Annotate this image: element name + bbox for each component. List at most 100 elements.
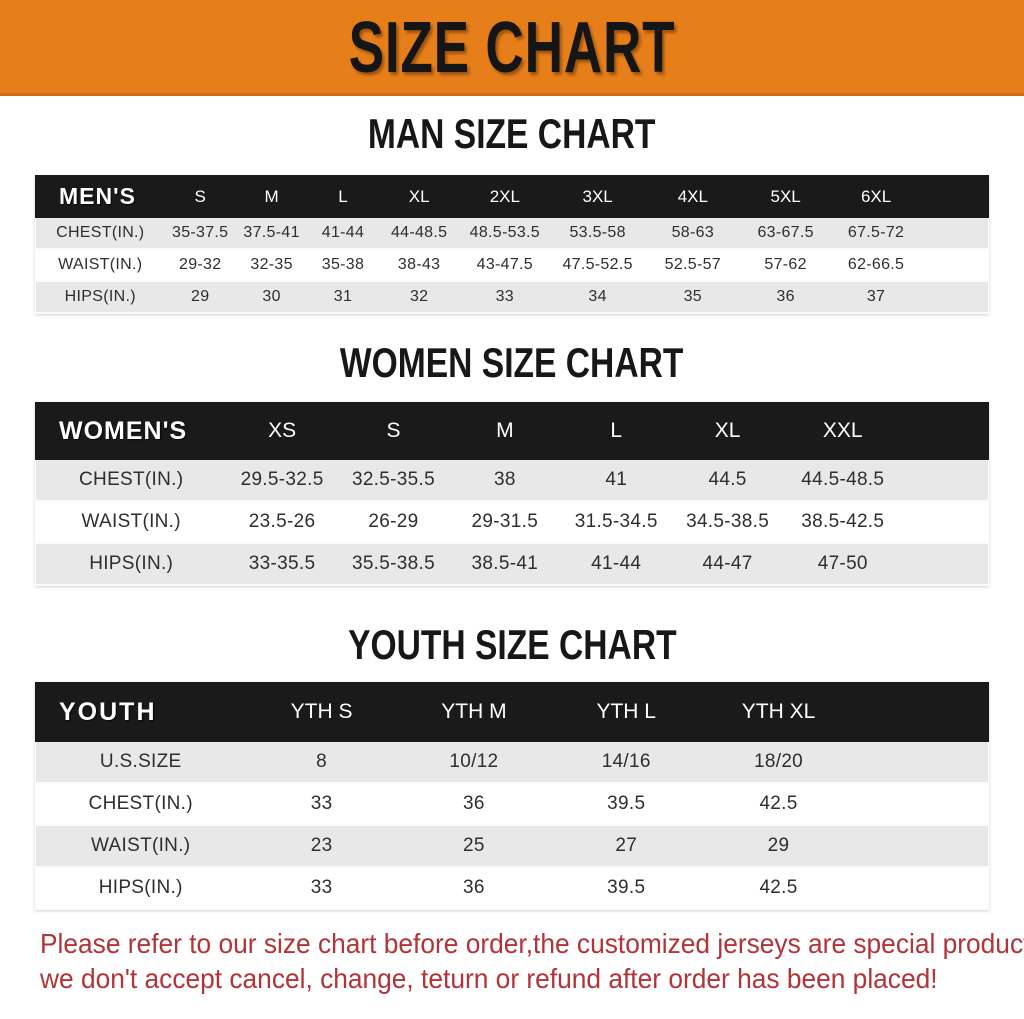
size-value-cell: 36 (463, 793, 485, 814)
size-value-cell: 33 (495, 288, 515, 305)
filler-cell (855, 741, 988, 783)
row-label: WAIST(IN.) (91, 835, 191, 856)
size-value-cell: 33-35.5 (248, 553, 316, 574)
size-value-cell: 43-47.5 (476, 256, 533, 273)
size-value-cell: 32 (409, 288, 429, 305)
size-value-cell: 47-50 (817, 553, 868, 574)
size-column-header: M (234, 175, 309, 218)
size-value-cell: 42.5 (759, 877, 798, 898)
size-value-cell: 29-32 (179, 256, 222, 273)
size-value-cell: 35-37.5 (172, 224, 229, 241)
banner: SIZE CHART (0, 0, 1024, 96)
size-value-cell: 34.5-38.5 (686, 511, 770, 532)
size-value-cell: 33 (310, 877, 333, 898)
filler-cell (855, 867, 988, 909)
row-label: WAIST(IN.) (58, 256, 143, 273)
table-header: MEN'S S M L XL 2XL 3XL 4XL 5XL 6XL (35, 175, 989, 218)
size-value-cell: 44.5-48.5 (801, 469, 885, 490)
table-row: CHEST(IN.) 35-37.5 37.5-41 41-44 44-48.5 48.5… (36, 217, 988, 249)
section-title-text: YOUTH SIZE CHART (347, 621, 677, 668)
size-column-header: M (448, 402, 562, 460)
size-value-cell: 38.5-41 (471, 553, 539, 574)
size-column-header: XS (225, 402, 339, 460)
size-value-cell: 37 (866, 288, 886, 305)
table-header-row: MEN'S S M L XL 2XL 3XL 4XL 5XL 6XL (35, 175, 989, 218)
table-row: WAIST(IN.) 23.5-26 26-29 29-31.5 31.5-34.5 34… (36, 501, 988, 543)
row-label: HIPS(IN.) (89, 553, 174, 574)
size-value-cell: 44.5 (708, 469, 747, 490)
size-value-cell: 23 (310, 835, 333, 856)
table-row: WAIST(IN.) 23 25 27 29 (36, 825, 988, 867)
filler-cell (921, 249, 988, 281)
size-value-cell: 41 (605, 469, 628, 490)
size-column-header: YTH M (396, 682, 552, 742)
size-value-cell: 35.5-38.5 (351, 553, 435, 574)
size-column-header: 3XL (549, 175, 647, 218)
row-label: HIPS(IN.) (64, 288, 136, 305)
section-youth: YOUTH SIZE CHART YOUTH YTH S YTH M YTH L YTH … (0, 622, 1024, 910)
size-column-header: XXL (782, 402, 904, 460)
table-header: YOUTH YTH S YTH M YTH L YTH XL (34, 682, 990, 742)
filler-cell (853, 682, 990, 742)
footer-notice: Please refer to our size chart before or… (40, 926, 1024, 996)
size-column-header: XL (670, 402, 785, 460)
size-value-cell: 38 (493, 469, 516, 490)
size-value-cell: 35 (683, 288, 703, 305)
notice-line-2: we don't accept cancel, change, teturn o… (40, 961, 1024, 996)
section-women: WOMEN SIZE CHART WOMEN'S XS S M L XL XXL CHEST(I… (0, 340, 1024, 586)
filler-cell (921, 281, 988, 313)
table-header: WOMEN'S XS S M L XL XXL (34, 402, 989, 460)
size-chart-sections: MAN SIZE CHART MEN'S S M L XL 2XL 3XL 4XL 5XL 6XL C… (0, 111, 1024, 910)
filler-cell (921, 217, 988, 249)
row-label: CHEST(IN.) (88, 793, 193, 814)
size-value-cell: 39.5 (607, 793, 646, 814)
filler-cell (902, 459, 988, 501)
table-row: WAIST(IN.) 29-32 32-35 35-38 38-43 43-47.5 47.… (36, 249, 988, 281)
size-value-cell: 67.5-72 (847, 224, 905, 241)
size-value-cell: 25 (463, 835, 485, 856)
size-value-cell: 42.5 (759, 793, 798, 814)
size-value-cell: 48.5-53.5 (469, 224, 540, 241)
table-header-row: YOUTH YTH S YTH M YTH L YTH XL (34, 682, 990, 742)
row-label: HIPS(IN.) (98, 877, 183, 898)
notice-line-2-text: we don't accept cancel, change, teturn o… (40, 963, 938, 994)
size-value-cell: 47.5-52.5 (562, 256, 633, 273)
size-column-header: S (163, 175, 237, 218)
row-label: CHEST(IN.) (79, 469, 184, 490)
size-value-cell: 44-47 (702, 553, 753, 574)
size-column-header: 4XL (644, 175, 742, 218)
size-value-cell: 23.5-26 (248, 511, 316, 532)
men-size-table: MEN'S S M L XL 2XL 3XL 4XL 5XL 6XL CHEST(IN.) 35-37… (35, 175, 989, 314)
size-value-cell: 29.5-32.5 (240, 469, 324, 490)
size-value-cell: 41-44 (591, 553, 642, 574)
size-value-cell: 57-62 (764, 256, 807, 273)
filler-cell (902, 501, 988, 543)
group-label: MEN'S (35, 175, 166, 218)
women-size-table: WOMEN'S XS S M L XL XXL CHEST(IN.) 29.5-32.5 32.5… (34, 402, 989, 586)
size-value-cell: 37.5-41 (243, 224, 300, 241)
size-value-cell: 35-38 (321, 256, 365, 273)
size-column-header: L (559, 402, 673, 460)
size-value-cell: 31 (333, 288, 353, 305)
size-value-cell: 29-31.5 (471, 511, 539, 532)
size-column-header: L (306, 175, 380, 218)
size-value-cell: 36 (463, 877, 485, 898)
section-title-men: MAN SIZE CHART (0, 111, 1024, 157)
filler-cell (855, 783, 988, 825)
table-row: CHEST(IN.) 29.5-32.5 32.5-35.5 38 41 44.5 44.5… (36, 459, 988, 501)
size-column-header: YTH L (549, 682, 704, 742)
size-column-header: YTH XL (701, 682, 856, 742)
size-value-cell: 38.5-42.5 (801, 511, 885, 532)
size-value-cell: 62-66.5 (847, 256, 905, 273)
size-value-cell: 53.5-58 (569, 224, 626, 241)
size-value-cell: 33 (310, 793, 333, 814)
size-column-header: 6XL (829, 175, 923, 218)
section-title-women: WOMEN SIZE CHART (0, 340, 1024, 386)
size-value-cell: 14/16 (601, 751, 651, 772)
size-value-cell: 29 (191, 288, 210, 305)
size-value-cell: 32.5-35.5 (351, 469, 435, 490)
section-title-youth: YOUTH SIZE CHART (0, 622, 1024, 668)
filler-cell (902, 543, 988, 585)
section-title-text: WOMEN SIZE CHART (340, 339, 684, 386)
table-body: CHEST(IN.) 35-37.5 37.5-41 41-44 44-48.5 48.5… (36, 217, 988, 313)
